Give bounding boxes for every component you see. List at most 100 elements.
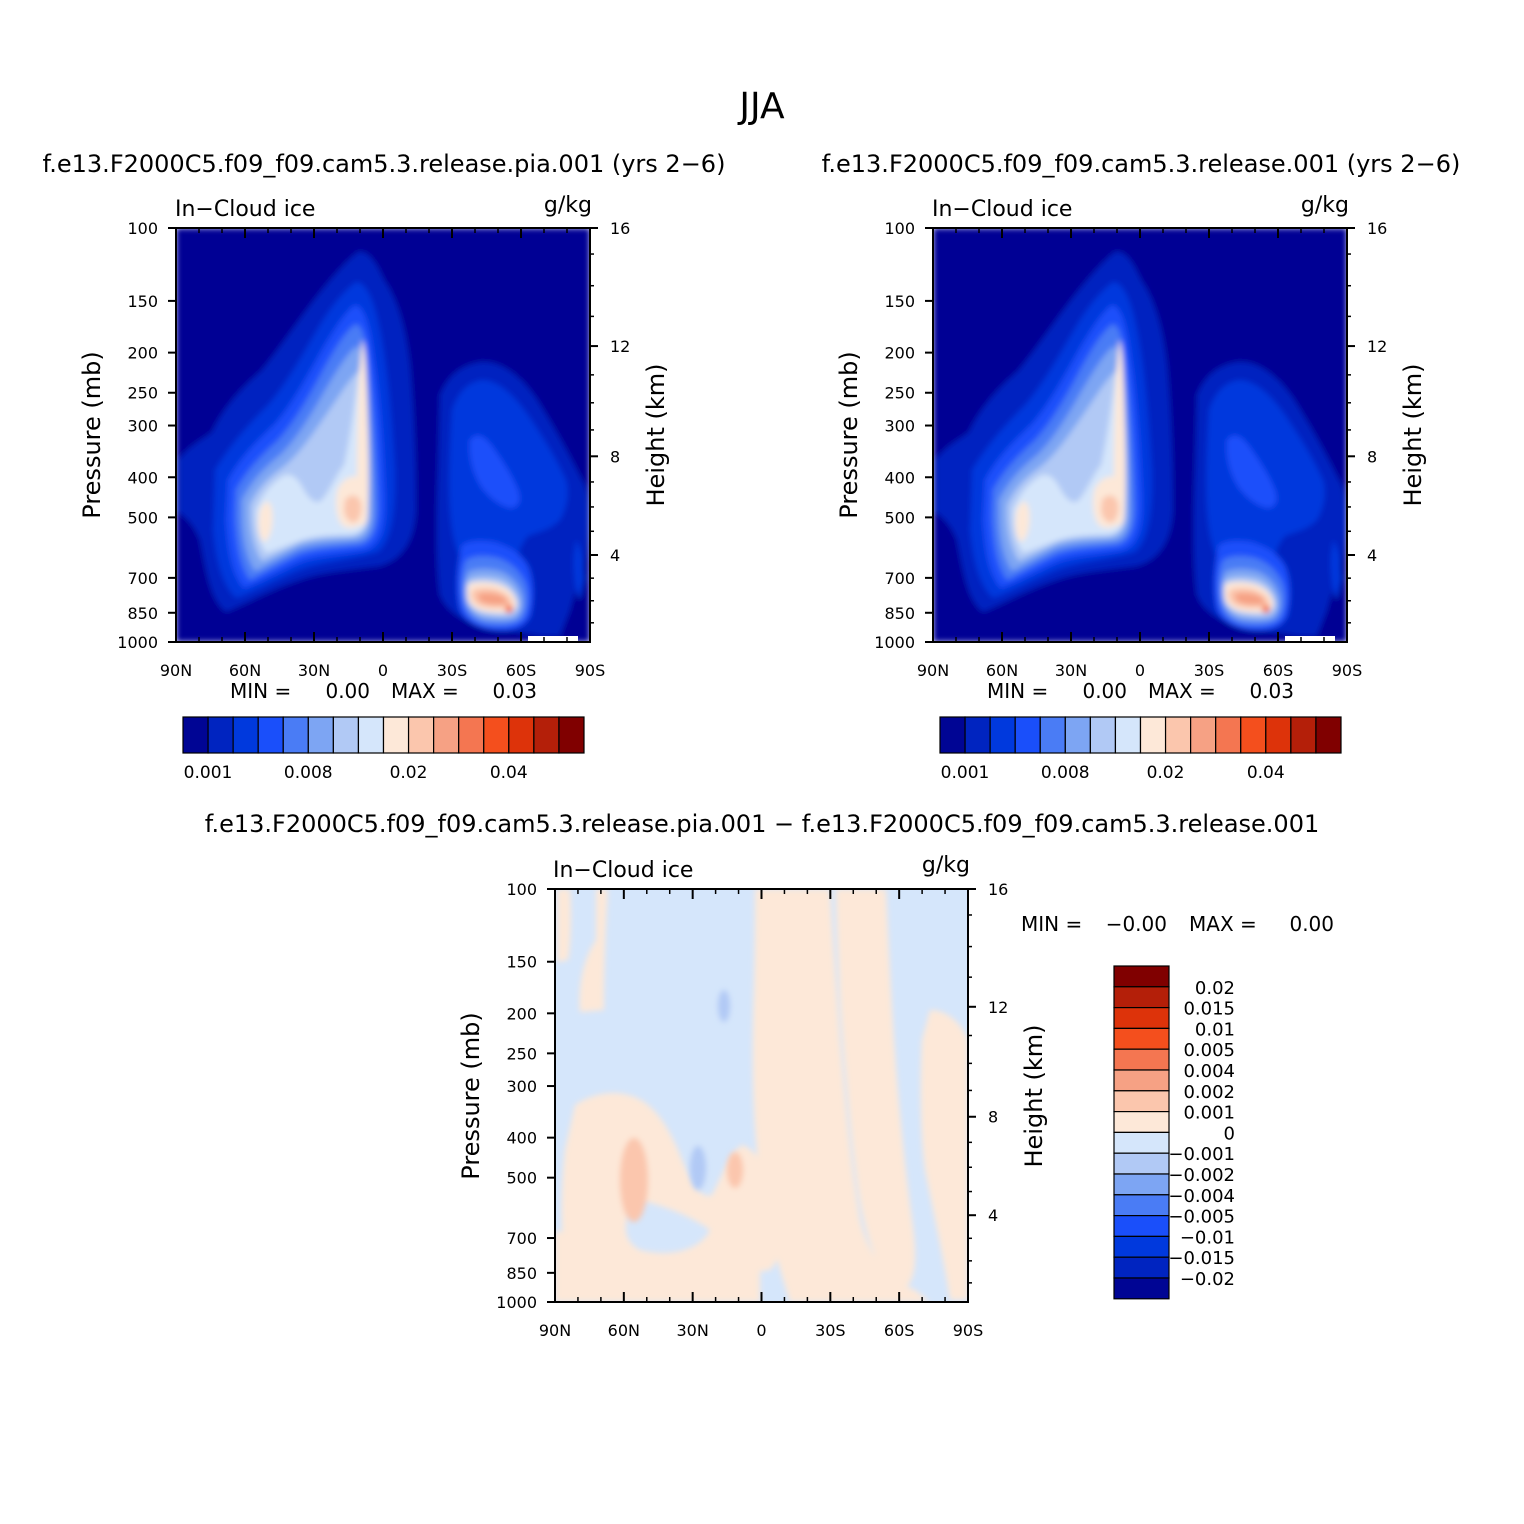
right-colorbar-box (989, 716, 1016, 754)
right-axis-ticks: 100 150 200 250 300 400 500 700 850 1000 16 12 8 4 90N… (874, 219, 1387, 680)
left-colorbar-box (307, 716, 334, 754)
diff-colorbar-box (1113, 1152, 1170, 1175)
left-max-label: MAX = (391, 679, 459, 703)
diff-pressure-tick-label: 150 (506, 953, 537, 972)
right-pressure-tick-label: 400 (884, 468, 915, 487)
left-pressure-tick-label: 250 (127, 384, 158, 403)
diff-contour-field (555, 889, 968, 1302)
left-lat-tick-label: 30N (298, 661, 330, 680)
right-panel: f.e13.F2000C5.f09_f09.cam5.3.release.001… (822, 150, 1461, 783)
right-lat-tick-label: 90N (917, 661, 949, 680)
right-pressure-tick-label: 100 (884, 219, 915, 238)
left-colorbar-box (433, 716, 460, 754)
right-max-label: MAX = (1148, 679, 1216, 703)
left-colorbar-box (382, 716, 410, 754)
right-lat-tick-label: 90S (1332, 661, 1363, 680)
right-pressure-tick-label: 200 (884, 344, 915, 363)
right-pressure-tick-label: 500 (884, 508, 915, 527)
right-colorbar-label: 0.001 (941, 763, 990, 783)
right-lat-tick-label: 60S (1263, 661, 1294, 680)
left-contour-field (176, 228, 590, 642)
diff-colorbar-label: 0 (1224, 1123, 1235, 1144)
diff-colorbar: 0.020.0150.010.0050.0040.0020.0010−0.001… (1113, 965, 1235, 1300)
diff-pressure-tick-label: 500 (506, 1169, 537, 1188)
diff-height-tick-label: 8 (988, 1108, 998, 1127)
diff-units-label: g/kg (922, 853, 970, 878)
right-colorbar-box (1139, 716, 1167, 754)
diff-max-value: 0.00 (1289, 912, 1334, 936)
right-contour-field (933, 228, 1347, 642)
left-colorbar-box (232, 716, 259, 754)
diff-height-tick-label: 12 (988, 998, 1008, 1017)
diff-colorbar-box (1113, 1110, 1170, 1133)
right-colorbar-box (1039, 716, 1066, 754)
left-min-value: 0.00 (325, 679, 370, 703)
diff-colorbar-label: −0.001 (1168, 1144, 1235, 1165)
right-lat-tick-label: 30N (1055, 661, 1087, 680)
diff-min-value: −0.00 (1106, 912, 1167, 936)
right-colorbar-box (1290, 716, 1317, 754)
diff-min-label: MIN = (1021, 912, 1082, 936)
left-ylabel-right: Height (km) (642, 364, 670, 507)
diff-colorbar-box (1113, 1027, 1170, 1050)
right-lat-tick-label: 30S (1194, 661, 1225, 680)
diff-height-tick-label: 16 (988, 880, 1008, 899)
diff-colorbar-label: 0.01 (1195, 1019, 1235, 1040)
right-colorbar-box (964, 716, 991, 754)
left-max-value: 0.03 (492, 679, 537, 703)
right-height-tick-label: 16 (1367, 219, 1387, 238)
right-max-value: 0.03 (1249, 679, 1294, 703)
diff-lat-tick-label: 30S (815, 1321, 846, 1340)
diff-colorbar-box (1113, 1069, 1170, 1092)
diff-panel-title: f.e13.F2000C5.f09_f09.cam5.3.release.pia… (205, 810, 1320, 838)
diff-colorbar-label: −0.002 (1168, 1165, 1235, 1186)
diff-pressure-tick-label: 200 (506, 1004, 537, 1023)
right-colorbar-label: 0.04 (1247, 763, 1285, 783)
diff-colorbar-box (1113, 1214, 1170, 1237)
diff-colorbar-label: −0.005 (1168, 1207, 1235, 1228)
right-pressure-tick-label: 150 (884, 292, 915, 311)
left-height-tick-label: 16 (610, 219, 630, 238)
right-colorbar-box (939, 716, 966, 754)
right-variable-label: In−Cloud ice (932, 197, 1072, 222)
diff-colorbar-box (1113, 1173, 1170, 1196)
diff-pressure-tick-label: 850 (506, 1264, 537, 1283)
left-pressure-tick-label: 150 (127, 292, 158, 311)
left-pressure-tick-label: 300 (127, 417, 158, 436)
diff-colorbar-box (1113, 1194, 1170, 1217)
diff-colorbar-label: 0.004 (1183, 1061, 1235, 1082)
right-height-tick-label: 12 (1367, 337, 1387, 356)
diff-colorbar-box (1113, 965, 1170, 988)
diff-lat-tick-label: 90N (539, 1321, 571, 1340)
left-min-label: MIN = (230, 679, 291, 703)
left-colorbar-box (257, 716, 284, 754)
left-colorbar-box (357, 716, 385, 754)
right-colorbar-box (1215, 716, 1242, 754)
right-pressure-tick-label: 250 (884, 384, 915, 403)
left-colorbar-label: 0.04 (490, 763, 528, 783)
left-colorbar-box (458, 716, 485, 754)
right-ylabel-right: Height (km) (1399, 364, 1427, 507)
left-height-tick-label: 8 (610, 447, 620, 466)
left-pressure-tick-label: 200 (127, 344, 158, 363)
diff-colorbar-box (1113, 1006, 1170, 1029)
diff-lat-tick-label: 30N (677, 1321, 709, 1340)
right-lat-tick-label: 60N (986, 661, 1018, 680)
diff-height-tick-label: 4 (988, 1206, 998, 1225)
diff-colorbar-label: 0.002 (1183, 1082, 1235, 1103)
right-height-tick-label: 4 (1367, 546, 1377, 565)
right-colorbar-box (1240, 716, 1267, 754)
left-panel: f.e13.F2000C5.f09_f09.cam5.3.release.pia… (43, 150, 726, 783)
diff-colorbar-box (1113, 1277, 1170, 1300)
left-colorbar-label: 0.008 (284, 763, 333, 783)
diff-colorbar-label: −0.015 (1168, 1248, 1235, 1269)
diff-pressure-tick-label: 400 (506, 1129, 537, 1148)
right-colorbar-box (1164, 716, 1192, 754)
diff-colorbar-label: 0.02 (1195, 978, 1235, 999)
left-ylabel: Pressure (mb) (78, 351, 106, 518)
left-colorbar-box (483, 716, 510, 754)
left-height-tick-label: 4 (610, 546, 620, 565)
diff-colorbar-label: −0.004 (1168, 1186, 1235, 1207)
diff-colorbar-box (1113, 1048, 1170, 1071)
